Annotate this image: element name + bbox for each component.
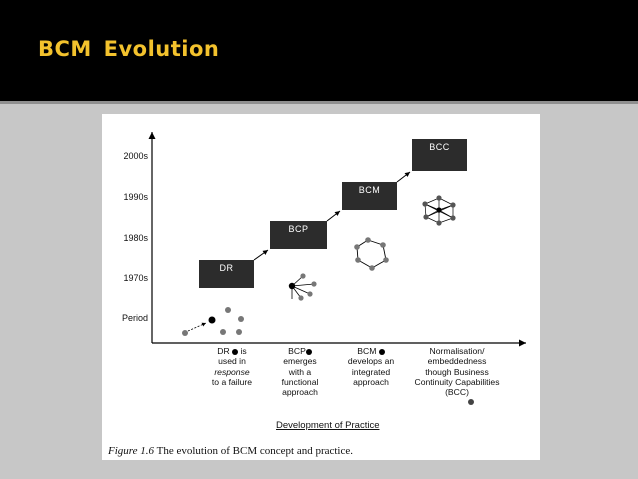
x-axis-label: Development of Practice	[276, 420, 380, 431]
y-label-2000s: 2000s	[123, 151, 148, 161]
box-bcm: BCM	[342, 182, 397, 210]
slide-title: BCM Evolution	[38, 37, 220, 61]
box-bcc: BCC	[412, 139, 467, 171]
stage-bcp-line5: approach	[282, 387, 318, 398]
stage-bcc-line5: (BCC)	[445, 387, 469, 398]
figure-image: 2000s 1990s 1980s 1970s Period DR BCP BC…	[102, 114, 540, 460]
caption-text: The evolution of BCM concept and practic…	[156, 445, 354, 457]
box-bcp: BCP	[270, 221, 327, 249]
stage-bcc-line2: embeddedness	[427, 356, 487, 367]
y-label-1970s: 1970s	[123, 273, 148, 283]
stage-dr: DR is used in response to a failure	[202, 346, 262, 387]
bcc-mesh-icon	[422, 195, 456, 226]
stage-dr-line3: used in	[218, 356, 246, 367]
stage-bcp-line3: with a	[288, 366, 312, 377]
stage-dr-line1: DR	[217, 346, 230, 356]
dot-icon	[232, 348, 239, 355]
y-label-1980s: 1980s	[123, 233, 148, 243]
box-dr: DR	[199, 260, 254, 288]
bcm-ring-icon	[354, 237, 389, 271]
slide-header: BCM Evolution	[0, 0, 638, 104]
bcc-dot-icon	[468, 399, 474, 405]
stage-dr-line5: to a failure	[211, 376, 253, 387]
dr-dots-icon	[182, 307, 244, 336]
figure-caption: Figure 1.6 The evolution of BCM concept …	[108, 445, 353, 457]
stage-bcm-line4: approach	[353, 376, 389, 387]
stage-bcp-line2: emerges	[283, 356, 317, 367]
connector-bcm-bcc	[396, 171, 411, 183]
stage-bcc-line4: Continuity Capabilities	[414, 376, 500, 387]
stage-bcp-line1: BCP	[288, 346, 306, 356]
caption-label: Figure 1.6	[108, 445, 155, 457]
connector-bcp-bcm	[326, 210, 341, 222]
y-label-1990s: 1990s	[123, 192, 148, 202]
stage-bcc-line3: though Business	[425, 366, 489, 377]
stage-bcc-line1: Normalisation/	[429, 346, 485, 356]
stage-bcm: BCM develops an integrated approach	[338, 346, 404, 387]
stage-bcm-line3: integrated	[351, 366, 391, 377]
stage-bcc: Normalisation/ embeddedness though Busin…	[402, 346, 512, 397]
stage-bcm-line2: develops an	[347, 356, 395, 367]
stage-bcp-line4: functional	[281, 376, 319, 387]
stage-bcm-line1: BCM	[357, 346, 377, 356]
stage-bcp: BCP emerges with a functional approach	[270, 346, 330, 397]
dot-icon	[305, 348, 312, 355]
bcp-network-icon	[288, 273, 317, 301]
stage-dr-line2: is	[240, 346, 247, 356]
connector-dr-bcp	[253, 249, 269, 261]
evolution-diagram	[148, 132, 526, 405]
dot-icon	[378, 348, 385, 355]
y-label-period: Period	[121, 313, 148, 323]
stage-dr-line4: response	[214, 366, 250, 377]
